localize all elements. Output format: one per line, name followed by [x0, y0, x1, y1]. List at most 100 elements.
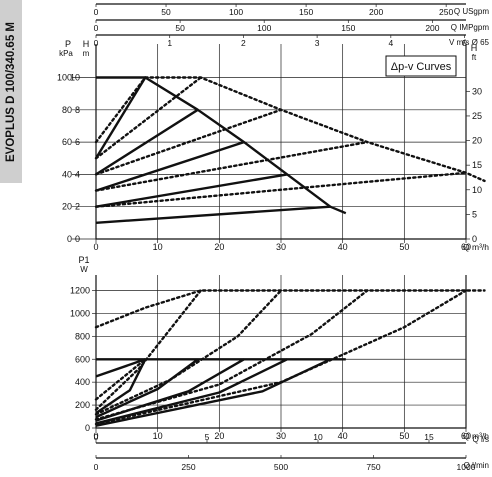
bottom-axis-tick-label: 5: [205, 432, 210, 442]
power-dotted-curve: [94, 289, 468, 426]
head-y-m-tick-label: 2: [75, 202, 80, 212]
top-axis-tick-label: 250: [439, 7, 453, 17]
bottom-axis-tick-label: 0: [94, 432, 99, 442]
top-axis-tick-label: 150: [341, 23, 355, 33]
power-dotted-curve: [94, 289, 486, 329]
top-axis-tick-label: 150: [299, 7, 313, 17]
head-y-kpa-title: P: [65, 39, 71, 49]
bottom-axis-tick-label: 10: [313, 432, 323, 442]
bottom-axis-tick-label: 15: [424, 432, 434, 442]
head-y-ft-unit: ft: [472, 53, 477, 62]
top-axis-label: Q USgpm: [454, 7, 489, 16]
bottom-axis-label: Q l/s: [473, 435, 489, 444]
head-y-kpa-unit: kPa: [59, 49, 73, 58]
power-y-tick-label: 200: [75, 400, 90, 410]
top-axis-tick-label: 100: [257, 23, 271, 33]
top-axis-tick-label: 5: [462, 38, 467, 48]
power-y-tick-label: 400: [75, 377, 90, 387]
power-x-tick-label: 0: [93, 431, 98, 441]
head-x-tick-label: 10: [153, 242, 163, 252]
head-solid-curve: [95, 173, 288, 208]
top-axis-tick-label: 1: [167, 38, 172, 48]
head-x-tick-label: 20: [214, 242, 224, 252]
power-x-axis-label: Q m³/h: [463, 431, 489, 441]
head-y-ft-tick-label: 30: [472, 86, 482, 96]
power-x-tick-label: 20: [214, 431, 224, 441]
head-y-kpa-tick-label: 60: [62, 137, 72, 147]
head-y-m-tick-label: 6: [75, 137, 80, 147]
bottom-axis-label: Q l/min: [464, 461, 489, 470]
power-solid-curve: [95, 358, 146, 378]
head-dotted-curve: [144, 76, 486, 183]
head-y-m-tick-label: 10: [70, 73, 80, 83]
head-x-tick-label: 50: [399, 242, 409, 252]
top-axis-tick-label: 0: [94, 23, 99, 33]
head-y-ft-tick-label: 20: [472, 136, 482, 146]
top-axis-tick-label: 50: [175, 23, 185, 33]
power-x-tick-label: 50: [399, 431, 409, 441]
head-y-m-tick-label: 0: [75, 234, 80, 244]
power-dotted-curve: [94, 358, 147, 401]
head-dotted-curve: [94, 108, 283, 176]
power-y-tick-label: 1000: [70, 308, 90, 318]
head-solid-curve: [95, 108, 199, 176]
power-dotted-curve: [94, 289, 369, 421]
head-y-kpa-tick-label: 80: [62, 105, 72, 115]
head-y-kpa-tick-label: 0: [67, 234, 72, 244]
head-y-ft-tick-label: 15: [472, 160, 482, 170]
head-y-ft-tick-label: 10: [472, 185, 482, 195]
bottom-axis-tick-label: 250: [181, 462, 195, 472]
bottom-axis-tick-label: 1000: [457, 462, 476, 472]
head-x-tick-label: 30: [276, 242, 286, 252]
head-dotted-curve: [94, 171, 468, 208]
power-y-tick-label: 1200: [70, 286, 90, 296]
curves-layer: [94, 76, 486, 427]
power-dotted-curve: [94, 289, 202, 411]
head-solid-curve: [94, 76, 147, 159]
bottom-axis-tick-label: 750: [366, 462, 380, 472]
power-solid-curve: [95, 358, 147, 415]
head-y-m-unit: m: [83, 49, 90, 58]
power-solid-curve: [95, 358, 199, 419]
top-axis-label: V m/s Ø 65: [449, 38, 490, 47]
model-side-label: EVOPLUS D 100/340.65 M: [0, 0, 22, 183]
power-y-tick-label: 800: [75, 331, 90, 341]
power-y-unit: W: [80, 265, 88, 274]
head-y-ft-tick-label: 5: [472, 209, 477, 219]
head-y-ft-tick-label: 0: [472, 234, 477, 244]
head-solid-curve: [95, 205, 331, 224]
top-axis-tick-label: 200: [369, 7, 383, 17]
top-axis-tick-label: 50: [161, 7, 171, 17]
head-y-kpa-tick-label: 40: [62, 169, 72, 179]
power-y-tick-label: 0: [85, 423, 90, 433]
head-y-kpa-tick-label: 100: [57, 73, 72, 83]
top-axis-tick-label: 0: [94, 38, 99, 48]
head-y-ft-tick-label: 25: [472, 111, 482, 121]
top-axis-tick-label: 3: [315, 38, 320, 48]
power-x-tick-label: 10: [153, 431, 163, 441]
power-y-title: P1: [78, 255, 89, 265]
top-axis-tick-label: 0: [94, 7, 99, 17]
legend-box: Δp-v Curves: [385, 55, 457, 77]
power-x-tick-label: 60: [461, 431, 471, 441]
head-x-tick-label: 40: [338, 242, 348, 252]
top-axis-tick-label: 4: [388, 38, 393, 48]
labels-layer: 0 10 20 30 40 50 60002204406608801010005101520…: [57, 7, 490, 472]
top-axis-tick-label: 100: [229, 7, 243, 17]
bottom-axis-tick-label: 500: [274, 462, 288, 472]
power-x-tick-label: 30: [276, 431, 286, 441]
head-dotted-curve: [94, 76, 147, 144]
head-solid-curve: [95, 140, 245, 192]
power-solid-curve: [95, 358, 288, 425]
bottom-axis-tick-label: 0: [94, 462, 99, 472]
head-x-axis-label: Q m³/h: [463, 242, 489, 252]
power-x-tick-label: 40: [338, 431, 348, 441]
head-x-tick-label: 0: [93, 242, 98, 252]
top-axis-label: Q IMPgpm: [451, 23, 490, 32]
top-axis-tick-label: 200: [425, 23, 439, 33]
head-dotted-curve: [94, 76, 202, 160]
head-y-m-tick-label: 8: [75, 105, 80, 115]
head-y-m-tick-label: 4: [75, 169, 80, 179]
head-dotted-curve: [94, 140, 369, 192]
